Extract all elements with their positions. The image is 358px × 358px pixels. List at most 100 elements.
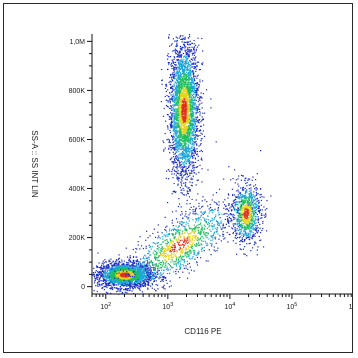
event-dot [180, 139, 183, 141]
event-dot [143, 279, 145, 282]
event-dot [210, 98, 212, 100]
event-dot [175, 144, 177, 146]
event-dot [94, 279, 96, 281]
event-dot [190, 96, 192, 98]
event-dot [191, 143, 193, 145]
event-dot [127, 282, 129, 284]
event-dot [193, 129, 195, 131]
event-dot [188, 172, 191, 174]
event-dot [167, 62, 169, 64]
event-dot [177, 170, 179, 172]
event-dot [180, 72, 182, 75]
event-dot [177, 96, 180, 98]
event-dot [185, 148, 187, 150]
event-dot [191, 152, 193, 154]
event-dot [192, 115, 194, 117]
event-dot [175, 135, 177, 137]
event-dot [146, 260, 148, 262]
event-dot [153, 280, 155, 282]
event-dot [182, 71, 184, 73]
event-dot [181, 66, 183, 68]
event-dot [187, 118, 189, 120]
event-dot [178, 145, 180, 147]
event-dot [181, 162, 183, 164]
event-dot [181, 127, 183, 129]
event-dot [104, 266, 106, 268]
event-dot [196, 134, 198, 137]
event-dot [153, 267, 155, 269]
event-dot [194, 158, 197, 160]
event-dot [172, 62, 174, 64]
event-dot [130, 277, 132, 280]
event-dot [186, 114, 188, 117]
event-dot [179, 50, 181, 52]
event-dot [131, 285, 133, 287]
event-dot [185, 153, 187, 155]
event-dot [193, 54, 195, 56]
event-dot [134, 281, 136, 283]
event-dot [189, 69, 191, 71]
event-dot [191, 126, 193, 128]
event-dot [176, 142, 178, 144]
event-dot [191, 182, 193, 184]
event-dot [192, 93, 194, 95]
event-dot [100, 270, 102, 272]
event-dot [180, 192, 182, 194]
event-dot [176, 74, 178, 76]
event-dot [187, 175, 190, 177]
event-dot [102, 260, 104, 262]
event-dot [144, 269, 146, 271]
event-dot [136, 263, 138, 265]
event-dot [129, 272, 131, 274]
event-dot [178, 127, 180, 129]
event-dot [201, 116, 203, 118]
event-dot [193, 167, 195, 169]
event-dot [93, 282, 96, 284]
event-dot [202, 62, 204, 64]
event-dot [190, 103, 192, 105]
event-dot [177, 142, 179, 144]
event-dot [188, 61, 190, 63]
event-dot [189, 141, 191, 143]
event-dot [179, 101, 181, 103]
event-dot [177, 98, 179, 100]
event-dot [134, 279, 136, 281]
event-dot [105, 282, 107, 284]
event-dot [186, 143, 188, 145]
event-dot [192, 77, 194, 79]
event-dot [196, 144, 198, 146]
event-dot [183, 139, 185, 141]
event-dot [148, 269, 150, 271]
event-dot [185, 80, 187, 82]
event-dot [176, 176, 178, 178]
event-dot [133, 285, 135, 287]
event-dot [175, 122, 177, 124]
event-dot [149, 274, 151, 276]
event-dot [179, 59, 181, 61]
event-dot [183, 74, 185, 76]
event-dot [178, 150, 180, 153]
event-dot [138, 281, 140, 283]
event-dot [191, 123, 194, 125]
event-dot [118, 261, 120, 263]
event-dot [175, 108, 177, 110]
event-dot [117, 283, 119, 285]
event-dot [188, 130, 190, 133]
event-dot [193, 39, 195, 42]
event-dot [182, 47, 184, 49]
event-dot [184, 74, 186, 76]
event-dot [195, 119, 197, 121]
event-dot [183, 62, 185, 65]
event-dot [176, 166, 178, 168]
event-dot [182, 61, 184, 63]
event-dot [180, 78, 182, 81]
event-dot [190, 85, 192, 88]
event-dot [175, 161, 178, 164]
event-dot [184, 60, 186, 62]
event-dot [199, 125, 202, 127]
event-dot [121, 265, 123, 268]
event-dot [175, 109, 177, 112]
event-dot [182, 169, 184, 172]
event-dot [199, 130, 201, 132]
event-dot [101, 287, 103, 289]
